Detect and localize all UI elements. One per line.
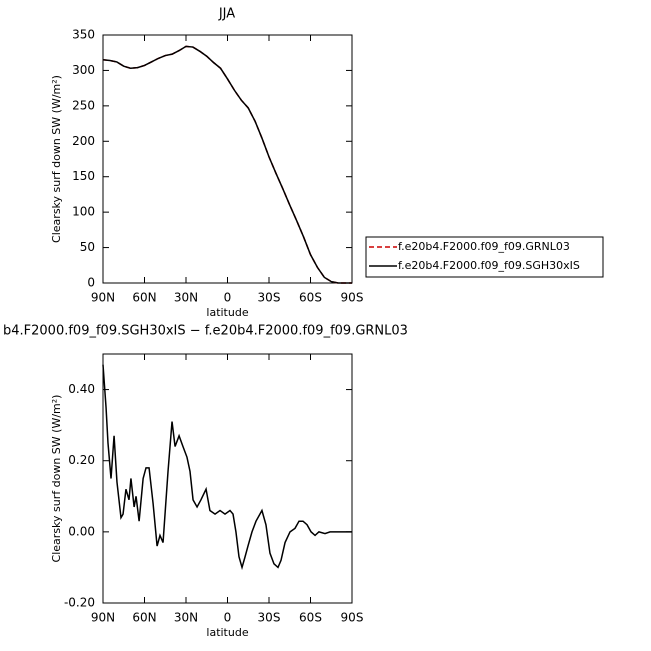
y-tick-label: 0 <box>87 276 95 290</box>
y-tick-label: -0.20 <box>64 596 95 610</box>
x-axis-label: latitude <box>206 626 248 639</box>
chart-title: JJA <box>218 7 235 22</box>
y-tick-label: 350 <box>72 28 95 42</box>
y-tick-label: 200 <box>72 134 95 148</box>
y-tick-label: 0.40 <box>68 382 95 396</box>
x-tick-label: 30S <box>258 611 281 625</box>
x-tick-label: 0 <box>224 611 232 625</box>
x-tick-label: 90S <box>341 291 364 305</box>
data-line <box>102 45 352 284</box>
x-tick-label: 30N <box>174 291 198 305</box>
x-tick-label: 60N <box>132 291 156 305</box>
legend-box <box>365 236 604 278</box>
x-tick-label: 60S <box>299 611 322 625</box>
y-axis-label: Clearsky surf down SW (W/m²) <box>50 75 63 243</box>
x-tick-label: 60S <box>299 291 322 305</box>
y-tick-label: 0.00 <box>68 524 95 538</box>
chart-title: b4.F2000.f09_f09.SGH30xIS − f.e20b4.F200… <box>3 324 408 339</box>
x-tick-label: 30N <box>174 611 198 625</box>
plot-frame <box>102 353 353 604</box>
x-tick-label: 90N <box>91 611 115 625</box>
x-tick-label: 90S <box>341 611 364 625</box>
x-axis-label: latitude <box>206 306 248 319</box>
data-line <box>102 364 352 571</box>
y-tick-label: 0.20 <box>68 453 95 467</box>
x-tick-label: 60N <box>132 611 156 625</box>
x-tick-label: 30S <box>258 291 281 305</box>
y-tick-label: 250 <box>72 98 95 112</box>
legend-label: f.e20b4.F2000.f09_f09.SGH30xIS <box>398 259 580 272</box>
plot-frame <box>102 34 353 284</box>
x-tick-label: 0 <box>224 291 232 305</box>
y-axis-label: Clearsky surf down SW (W/m²) <box>50 395 63 563</box>
y-tick-label: 150 <box>72 169 95 183</box>
y-tick-label: 50 <box>80 240 95 254</box>
x-tick-label: 90N <box>91 291 115 305</box>
y-tick-label: 300 <box>72 63 95 77</box>
data-line <box>102 45 352 284</box>
legend-label: f.e20b4.F2000.f09_f09.GRNL03 <box>398 240 570 253</box>
y-tick-label: 100 <box>72 205 95 219</box>
